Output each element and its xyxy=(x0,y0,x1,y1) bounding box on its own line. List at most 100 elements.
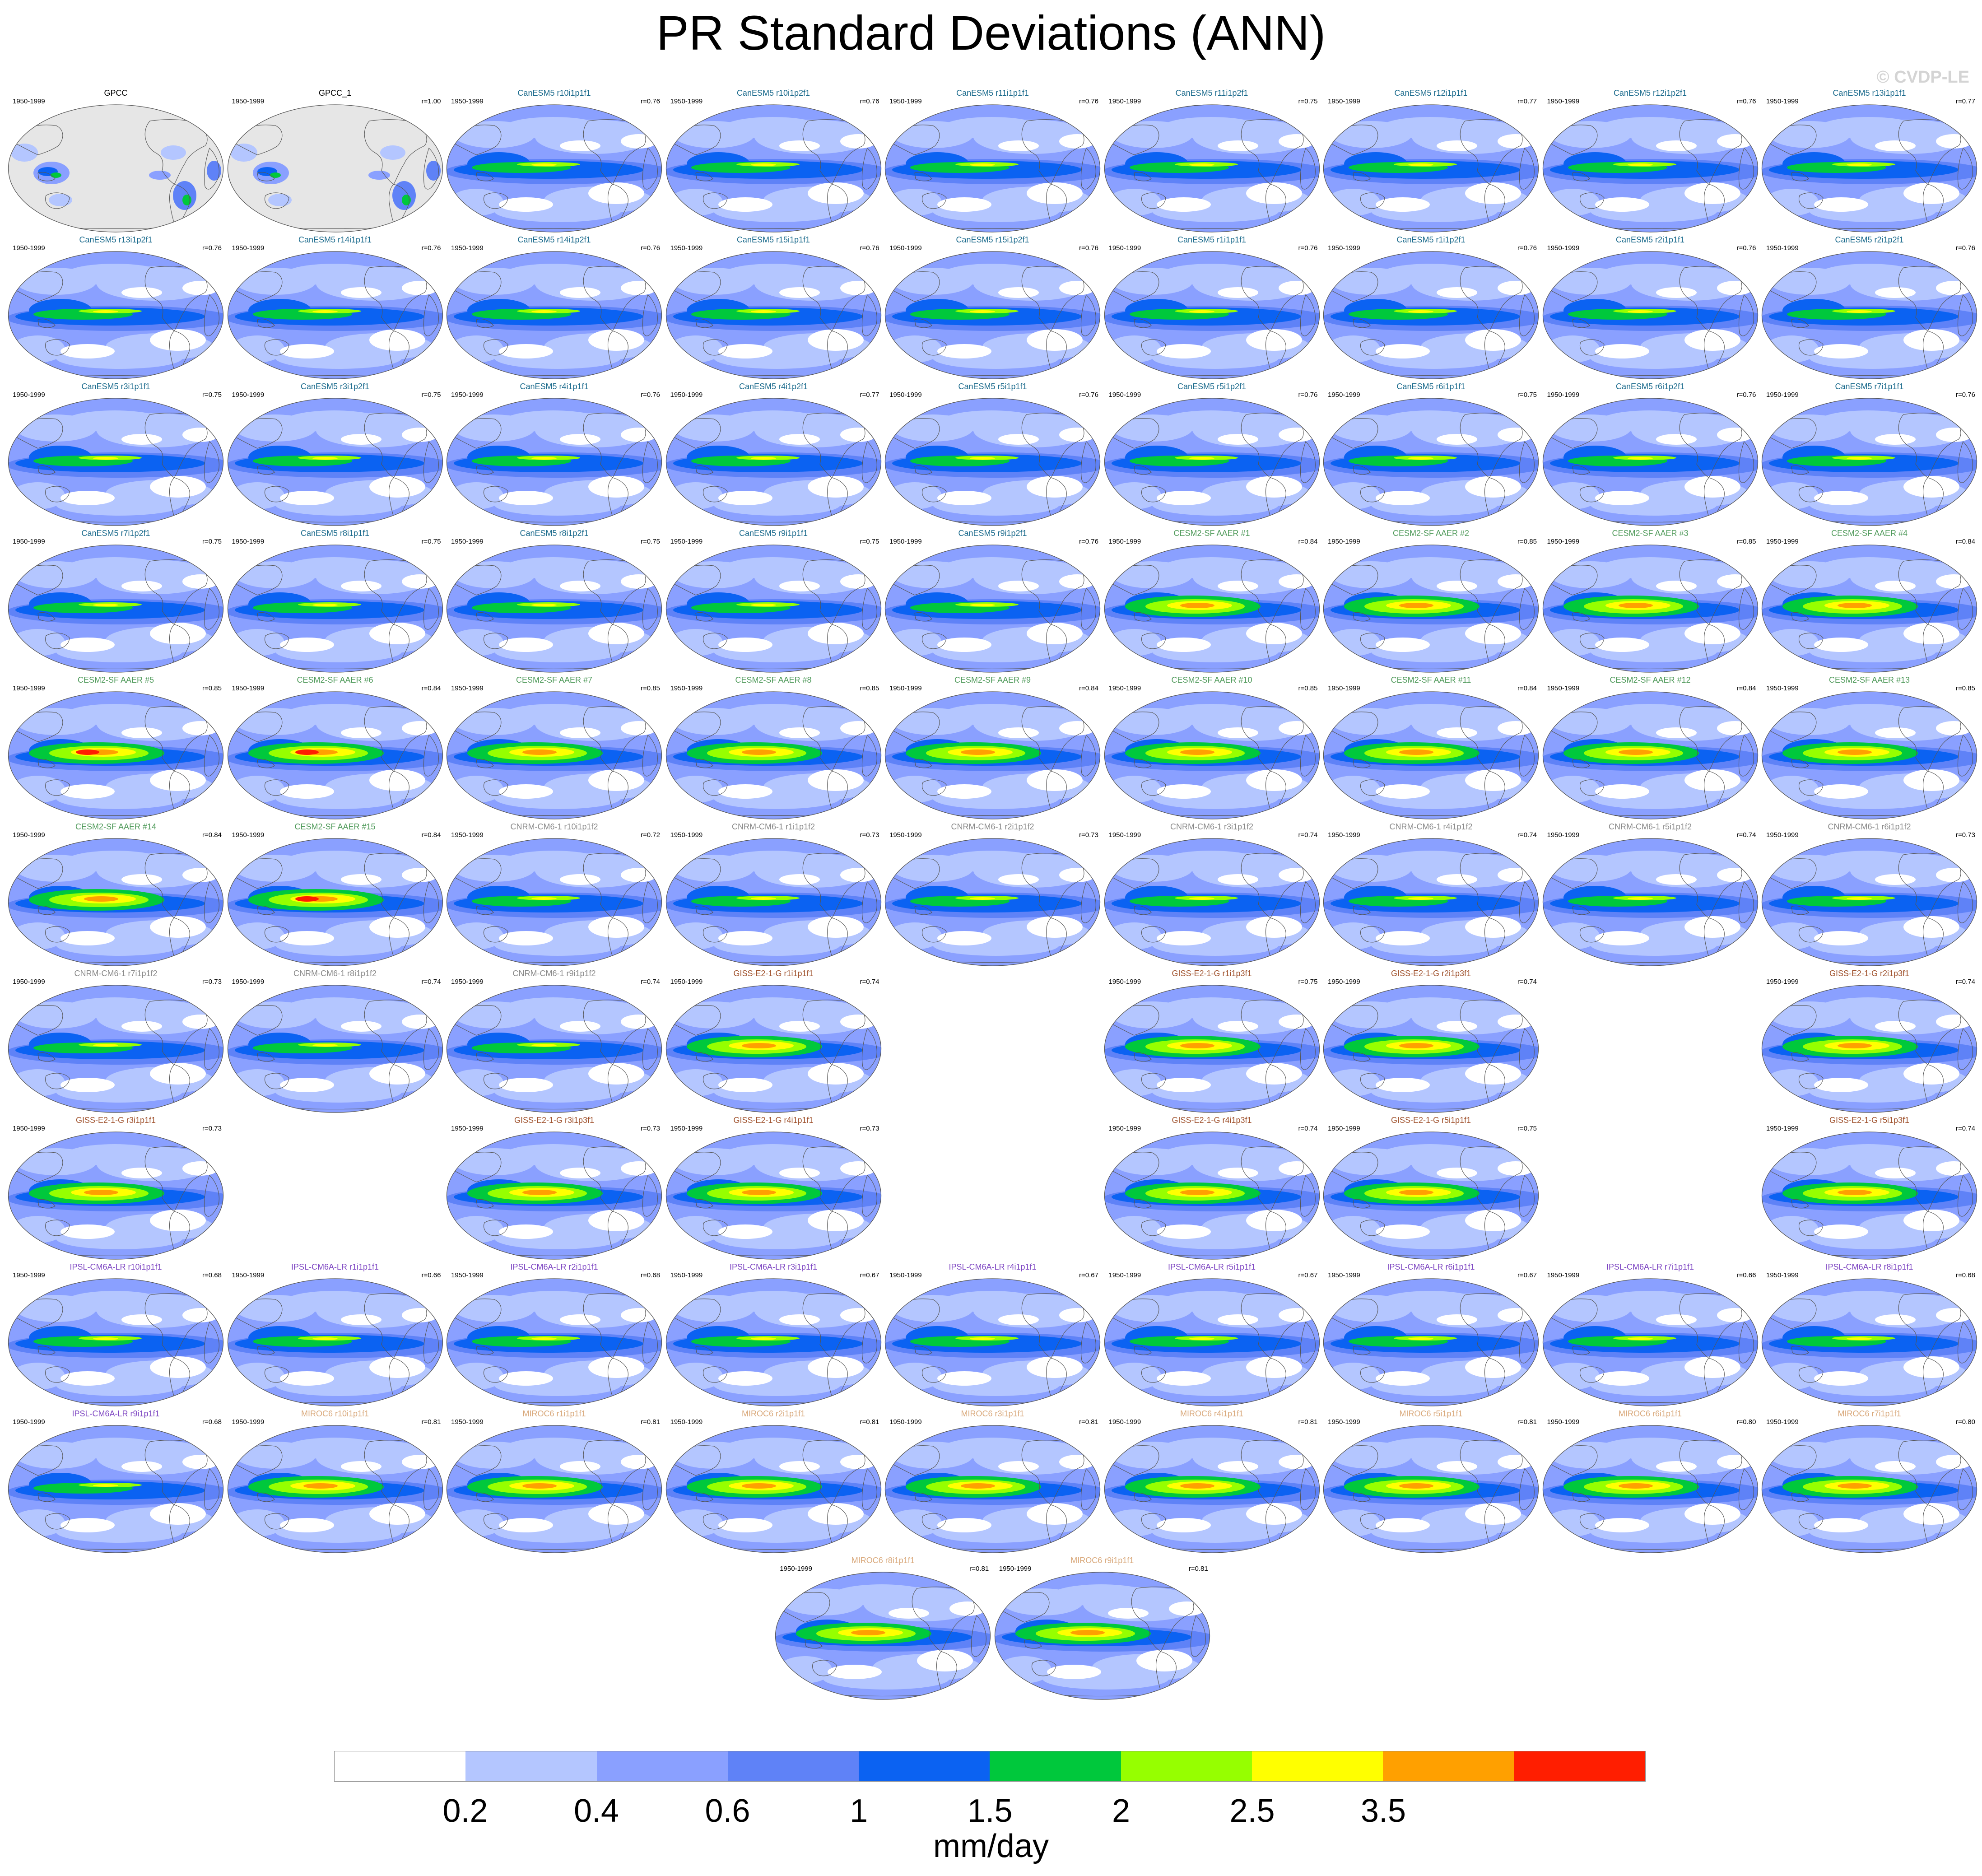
map-panel: IPSL-CM6A-LR r2i1p1f1 1950-1999 r=0.68 xyxy=(445,1259,664,1408)
world-map xyxy=(1104,545,1320,673)
panel-period: 1950-1999 xyxy=(451,1271,484,1279)
panel-title: IPSL-CM6A-LR r4i1p1f1 xyxy=(949,1262,1037,1271)
panel-period: 1950-1999 xyxy=(451,684,484,692)
panel-period: 1950-1999 xyxy=(1766,1125,1799,1132)
map-panel: GISS-E2-1-G r3i1p3f1 1950-1999 r=0.73 xyxy=(445,1112,664,1261)
panel-correlation: r=0.73 xyxy=(641,1125,660,1132)
panel-correlation: r=0.84 xyxy=(202,831,222,839)
map-panel: CNRM-CM6-1 r6i1p1f2 1950-1999 r=0.73 xyxy=(1760,819,1979,968)
world-map xyxy=(446,985,662,1113)
panel-correlation: r=0.77 xyxy=(1517,98,1537,105)
map-panel: MIROC6 r2i1p1f1 1950-1999 r=0.81 xyxy=(664,1406,883,1555)
map-panel: CNRM-CM6-1 r9i1p1f2 1950-1999 r=0.74 xyxy=(445,965,664,1114)
panel-correlation: r=0.68 xyxy=(202,1271,222,1279)
world-map xyxy=(1761,1425,1977,1553)
panel-title: MIROC6 r1i1p1f1 xyxy=(522,1409,586,1418)
panel-correlation: r=0.77 xyxy=(860,391,879,399)
world-map xyxy=(1323,251,1539,379)
map-panel: CanESM5 r9i1p2f1 1950-1999 r=0.76 xyxy=(883,525,1102,674)
panel-period: 1950-1999 xyxy=(1766,684,1799,692)
map-panel: GPCC 1950-1999 xyxy=(6,85,225,234)
panel-period: 1950-1999 xyxy=(1108,831,1141,839)
panel-title: GISS-E2-1-G r3i1p3f1 xyxy=(514,1116,595,1125)
panel-title: CanESM5 r6i1p1f1 xyxy=(1396,382,1466,391)
panel-title: GISS-E2-1-G r2i1p3f1 xyxy=(1829,969,1910,978)
panel-correlation: r=0.84 xyxy=(421,684,441,692)
panel-title: CESM2-SF AAER #7 xyxy=(516,675,593,684)
panel-correlation: r=0.74 xyxy=(860,978,879,986)
panel-correlation: r=0.75 xyxy=(1298,978,1318,986)
panel-title: MIROC6 r2i1p1f1 xyxy=(741,1409,805,1418)
panel-correlation: r=0.81 xyxy=(969,1565,989,1573)
panel-period: 1950-1999 xyxy=(670,978,703,986)
map-panel: MIROC6 r1i1p1f1 1950-1999 r=0.81 xyxy=(445,1406,664,1555)
world-map xyxy=(1761,691,1977,819)
panel-period: 1950-1999 xyxy=(13,831,45,839)
world-map xyxy=(1761,398,1977,526)
panel-title: GISS-E2-1-G r4i1p3f1 xyxy=(1172,1116,1252,1125)
panel-correlation: r=0.74 xyxy=(1517,978,1537,986)
map-panel: CESM2-SF AAER #15 1950-1999 r=0.84 xyxy=(226,819,445,968)
map-panel: CESM2-SF AAER #7 1950-1999 r=0.85 xyxy=(445,672,664,821)
panel-title: CESM2-SF AAER #5 xyxy=(77,675,154,684)
panel-title: CanESM5 r12i1p2f1 xyxy=(1613,88,1687,98)
panel-period: 1950-1999 xyxy=(1108,1125,1141,1132)
world-map xyxy=(446,398,662,526)
panel-correlation: r=0.76 xyxy=(641,244,660,252)
panel-correlation: r=0.84 xyxy=(1517,684,1537,692)
map-panel: CESM2-SF AAER #12 1950-1999 r=0.84 xyxy=(1541,672,1760,821)
panel-period: 1950-1999 xyxy=(451,831,484,839)
panel-correlation: r=0.73 xyxy=(860,1125,879,1132)
panel-title: CESM2-SF AAER #12 xyxy=(1610,675,1691,684)
map-panel: MIROC6 r3i1p1f1 1950-1999 r=0.81 xyxy=(883,1406,1102,1555)
panel-title: CNRM-CM6-1 r10i1p1f2 xyxy=(510,822,598,831)
panel-title: IPSL-CM6A-LR r6i1p1f1 xyxy=(1387,1262,1475,1271)
panel-period: 1950-1999 xyxy=(451,1125,484,1132)
panel-title: CanESM5 r3i1p1f1 xyxy=(81,382,150,391)
panel-period: 1950-1999 xyxy=(670,831,703,839)
panel-period: 1950-1999 xyxy=(1766,538,1799,545)
panel-correlation: r=0.85 xyxy=(1298,684,1318,692)
panel-period: 1950-1999 xyxy=(1547,1271,1580,1279)
world-map xyxy=(1104,104,1320,233)
panel-correlation: r=0.74 xyxy=(1298,1125,1318,1132)
world-map xyxy=(227,691,443,819)
panel-correlation: r=0.76 xyxy=(860,244,879,252)
map-panel: MIROC6 r9i1p1f1 1950-1999 r=0.81 xyxy=(993,1552,1212,1701)
panel-period: 1950-1999 xyxy=(1328,1125,1360,1132)
world-map xyxy=(8,104,224,233)
panel-correlation: r=0.81 xyxy=(1298,1418,1318,1426)
world-map xyxy=(665,104,881,233)
panel-correlation: r=0.76 xyxy=(202,244,222,252)
panel-correlation: r=0.76 xyxy=(1956,391,1975,399)
panel-correlation: r=0.75 xyxy=(1517,1125,1537,1132)
panel-period: 1950-1999 xyxy=(232,1418,265,1426)
panel-period: 1950-1999 xyxy=(670,538,703,545)
map-panel: CanESM5 r1i1p1f1 1950-1999 r=0.76 xyxy=(1103,232,1321,381)
panel-title: CanESM5 r13i1p1f1 xyxy=(1833,88,1906,98)
panel-period: 1950-1999 xyxy=(1766,244,1799,252)
map-panel: CNRM-CM6-1 r5i1p1f2 1950-1999 r=0.74 xyxy=(1541,819,1760,968)
panel-correlation: r=0.84 xyxy=(1079,684,1098,692)
panel-correlation: r=0.76 xyxy=(1079,391,1098,399)
world-map xyxy=(8,545,224,673)
panel-correlation: r=0.76 xyxy=(1956,244,1975,252)
map-panel: MIROC6 r10i1p1f1 1950-1999 r=0.81 xyxy=(226,1406,445,1555)
world-map xyxy=(227,251,443,379)
panel-period: 1950-1999 xyxy=(13,684,45,692)
map-panel: CanESM5 r9i1p1f1 1950-1999 r=0.75 xyxy=(664,525,883,674)
panel-period: 1950-1999 xyxy=(1108,244,1141,252)
map-panel: CanESM5 r5i1p2f1 1950-1999 r=0.76 xyxy=(1103,378,1321,527)
panel-title: CanESM5 r2i1p1f1 xyxy=(1615,235,1685,244)
map-panel: CNRM-CM6-1 r10i1p1f2 1950-1999 r=0.72 xyxy=(445,819,664,968)
panel-title: CanESM5 r4i1p1f1 xyxy=(520,382,589,391)
panel-period: 1950-1999 xyxy=(889,244,922,252)
panel-correlation: r=0.66 xyxy=(1736,1271,1756,1279)
panel-title: CESM2-SF AAER #1 xyxy=(1173,529,1250,538)
map-panel: CanESM5 r2i1p2f1 1950-1999 r=0.76 xyxy=(1760,232,1979,381)
world-map xyxy=(884,398,1101,526)
world-map xyxy=(8,1131,224,1260)
panel-title: CESM2-SF AAER #4 xyxy=(1831,529,1908,538)
panel-correlation: r=0.75 xyxy=(421,538,441,545)
colorbar-tick-label: 2.5 xyxy=(1229,1793,1275,1829)
